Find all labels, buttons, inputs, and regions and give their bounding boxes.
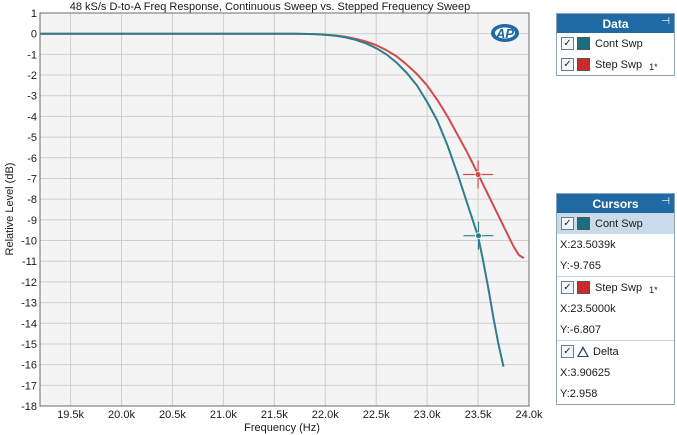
y-tick-label: -15: [21, 339, 37, 351]
cursor-item-step-swp[interactable]: ✓ Step Swp 1*: [557, 276, 674, 298]
x-tick-label: 23.0k: [414, 409, 441, 421]
x-tick-label: 21.5k: [261, 409, 288, 421]
cursor-item-label: Cont Swp: [595, 217, 643, 230]
y-axis-label: Relative Level (dB): [4, 163, 16, 256]
delta-triangle-icon: [577, 346, 589, 357]
y-tick-labels: 1 0 -1 -2 -3 -4 -5 -6 -7 -8 -9 -10 -11 -12 -13 -14 -15 -1…: [21, 8, 37, 413]
ap-logo: AP: [491, 24, 519, 42]
y-tick-label: -8: [27, 194, 37, 206]
y-tick-label: 1: [31, 8, 37, 20]
y-tick-label: 0: [31, 29, 37, 41]
data-item-cont-swp[interactable]: ✓ Cont Swp: [557, 33, 674, 54]
data-panel: Data ⊣ ✓ Cont Swp ✓ Step Swp 1*: [556, 13, 675, 76]
x-tick-label: 22.5k: [363, 409, 390, 421]
y-tick-label: -7: [27, 173, 37, 185]
y-tick-label: -3: [27, 91, 37, 103]
data-panel-header: Data ⊣: [557, 14, 674, 33]
y-tick-label: -18: [21, 401, 37, 413]
y-tick-label: -5: [27, 132, 37, 144]
y-tick-label: -10: [21, 236, 37, 248]
cursor-item-label: Step Swp: [595, 281, 643, 294]
cont-swp-color-swatch: [577, 217, 590, 230]
y-tick-label: -6: [27, 153, 37, 165]
x-axis-label: Frequency (Hz): [244, 422, 320, 434]
cursor-markers[interactable]: [463, 160, 494, 250]
x-tick-label: 21.0k: [210, 409, 237, 421]
data-panel-title: Data: [602, 16, 629, 31]
x-tick-label: 23.5k: [465, 409, 492, 421]
pin-icon[interactable]: ⊣: [661, 196, 670, 207]
cursor-cont-swp[interactable]: [463, 221, 494, 250]
x-tick-label: 22.0k: [312, 409, 339, 421]
cursor-item-delta[interactable]: ✓ Delta: [557, 340, 674, 362]
chart-title: 48 kS/s D-to-A Freq Response, Continuous…: [70, 1, 471, 13]
series-lines: [40, 32, 525, 367]
y-tick-label: -16: [21, 360, 37, 372]
plot-background[interactable]: [40, 13, 529, 406]
cursors-panel-header: Cursors ⊣: [557, 194, 674, 213]
data-item-label: Cont Swp: [595, 37, 643, 50]
data-item-label: Step Swp: [595, 58, 643, 71]
checkbox-step-swp[interactable]: ✓: [561, 58, 574, 71]
y-tick-label: -12: [21, 277, 37, 289]
series-line-cont-swp[interactable]: [40, 32, 505, 367]
checkbox-cursor-cont-swp[interactable]: ✓: [561, 217, 574, 230]
y-tick-label: -13: [21, 298, 37, 310]
cursor-item-label: Delta: [593, 345, 619, 358]
y-tick-label: -4: [27, 111, 37, 123]
cursor-item-sub: 1*: [649, 285, 658, 295]
x-tick-label: 19.5k: [57, 409, 84, 421]
checkbox-cursor-step-swp[interactable]: ✓: [561, 281, 574, 294]
y-tick-label: -11: [22, 256, 37, 268]
chart-area[interactable]: 19.5k 20.0k 20.5k 21.0k 21.5k 22.0k 22.5k 23.0k…: [0, 0, 552, 435]
cursor-delta-x-value: X:3.90625: [560, 366, 611, 379]
cursor-step-x-value: X:23.5000k: [560, 302, 616, 315]
y-tick-label: -2: [27, 70, 37, 82]
cursor-point: [474, 171, 482, 178]
x-tick-labels: 19.5k 20.0k 20.5k 21.0k 21.5k 22.0k 22.5k 23.0k…: [57, 409, 543, 421]
cursor-delta-y-value: Y:2.958: [560, 387, 598, 400]
checkbox-cursor-delta[interactable]: ✓: [561, 345, 574, 358]
cursors-panel-title: Cursors: [592, 196, 639, 211]
cursor-item-cont-swp[interactable]: ✓ Cont Swp: [557, 213, 674, 234]
y-tick-label: -17: [21, 380, 37, 392]
ap-logo-text: AP: [495, 26, 514, 41]
x-tick-label: 20.5k: [159, 409, 186, 421]
data-item-sub: 1*: [649, 62, 658, 72]
y-tick-label: -1: [27, 49, 37, 61]
step-swp-color-swatch: [577, 281, 590, 294]
checkbox-cont-swp[interactable]: ✓: [561, 37, 574, 50]
cursor-cont-x-value: X:23.5039k: [560, 238, 616, 251]
y-tick-label: -14: [21, 318, 37, 330]
cursor-cont-y-value: Y:-9.765: [560, 259, 601, 272]
x-tick-label: 20.0k: [108, 409, 135, 421]
pin-icon[interactable]: ⊣: [661, 16, 670, 27]
x-tick-label: 24.0k: [516, 409, 543, 421]
cursor-step-swp[interactable]: [463, 160, 494, 189]
step-swp-color-swatch: [577, 58, 590, 71]
cursors-panel: Cursors ⊣ ✓ Cont Swp X:23.5039k Y:-9.765…: [556, 193, 675, 405]
plot-border: [39, 12, 530, 407]
cont-swp-color-swatch: [577, 37, 590, 50]
cursor-point: [475, 232, 482, 240]
y-tick-label: -9: [27, 215, 37, 227]
cursor-step-y-value: Y:-6.807: [560, 323, 601, 336]
data-item-step-swp[interactable]: ✓ Step Swp 1*: [557, 54, 674, 75]
